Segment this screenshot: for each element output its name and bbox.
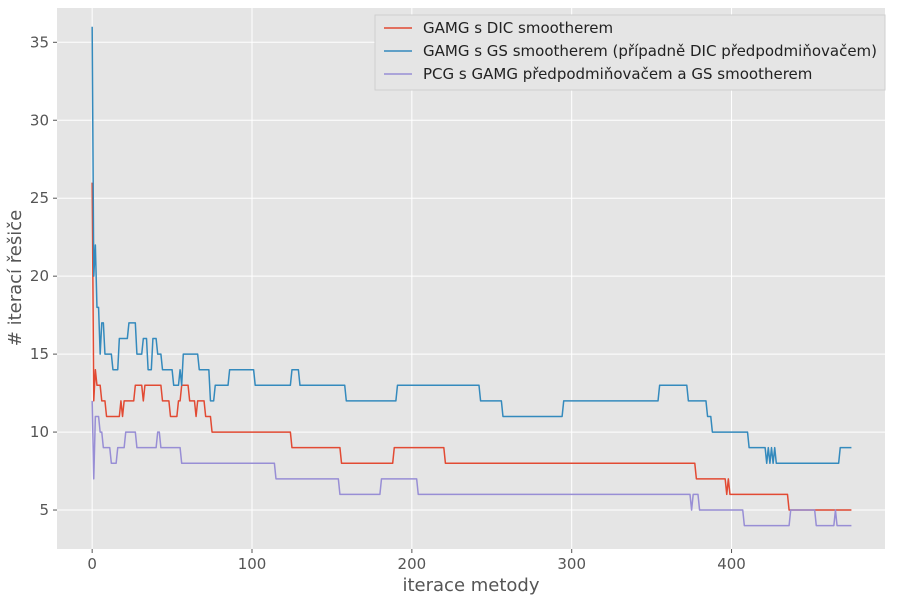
x-tick-label: 0 bbox=[87, 555, 97, 573]
series-line-1 bbox=[91, 182, 852, 511]
x-tick-label: 400 bbox=[717, 555, 746, 573]
legend-box bbox=[374, 14, 886, 91]
x-axis-label: iterace metody bbox=[402, 575, 539, 596]
legend: GAMG s DIC smootherem GAMG s GS smoothere… bbox=[374, 14, 886, 91]
y-tick-label: 25 bbox=[30, 189, 49, 207]
series-line-2 bbox=[91, 26, 852, 464]
y-axis-ticks: 5 10 15 20 25 30 35 bbox=[30, 33, 57, 519]
legend-label-2: GAMG s GS smootherem (případně DIC předp… bbox=[423, 42, 877, 60]
y-tick-label: 5 bbox=[39, 501, 49, 519]
series-lines bbox=[91, 26, 852, 527]
y-tick-label: 35 bbox=[30, 33, 49, 51]
plot-area bbox=[57, 8, 885, 549]
x-tick-label: 100 bbox=[238, 555, 267, 573]
legend-label-3: PCG s GAMG předpodmiňovačem a GS smoothe… bbox=[423, 65, 812, 83]
y-tick-label: 20 bbox=[30, 267, 49, 285]
y-tick-label: 15 bbox=[30, 345, 49, 363]
x-tick-label: 200 bbox=[398, 555, 427, 573]
y-tick-label: 10 bbox=[30, 423, 49, 441]
x-tick-label: 300 bbox=[557, 555, 586, 573]
y-axis-label: # iterací řešiče bbox=[5, 210, 26, 346]
series-line-3 bbox=[91, 400, 852, 527]
x-axis-ticks: 0 100 200 300 400 bbox=[87, 549, 746, 573]
legend-label-1: GAMG s DIC smootherem bbox=[423, 19, 613, 37]
y-tick-label: 30 bbox=[30, 111, 49, 129]
